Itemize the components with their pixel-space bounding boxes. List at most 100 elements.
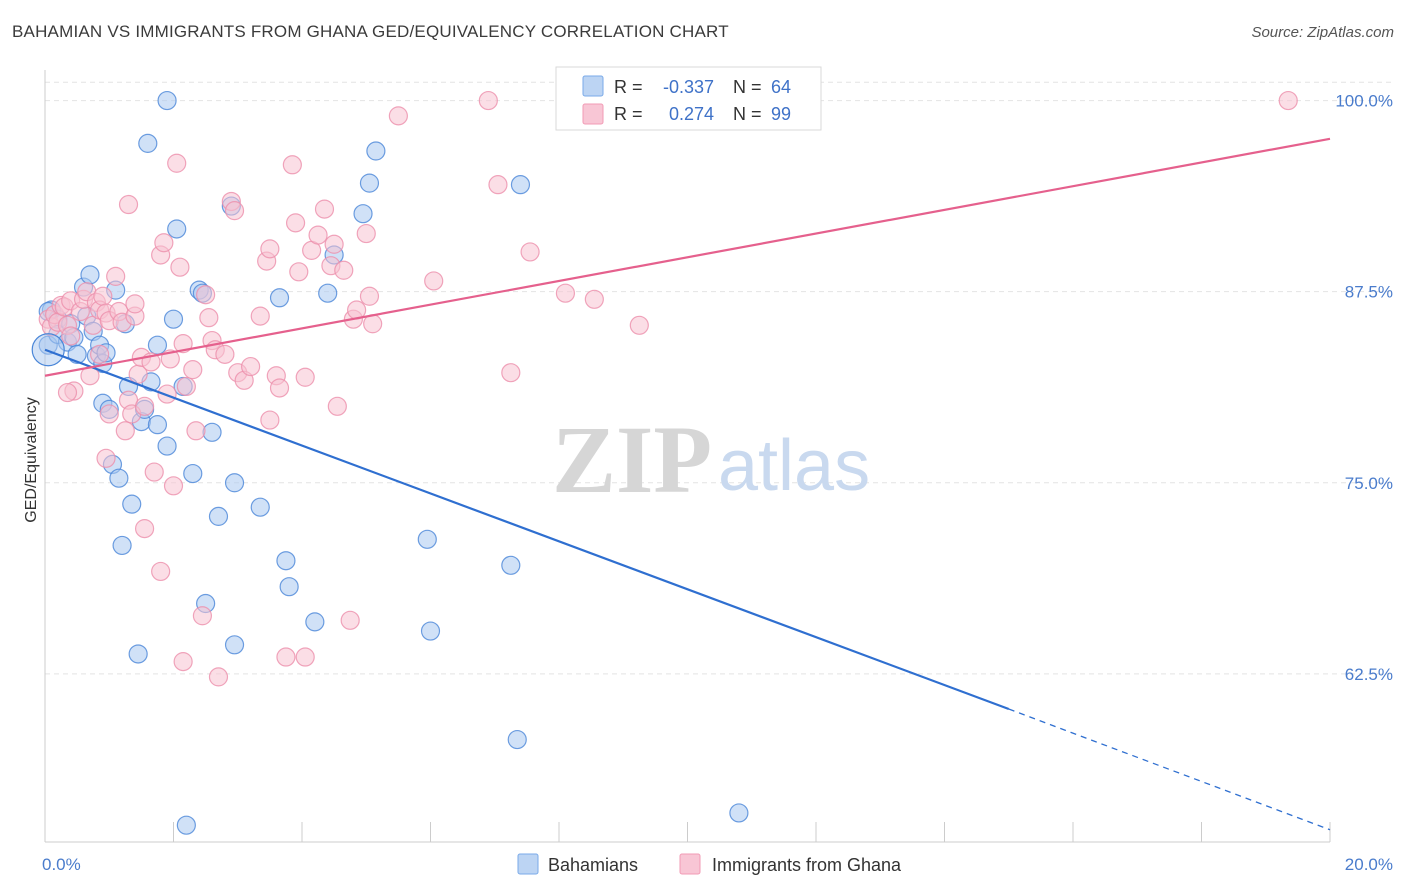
y-tick-label: 75.0% <box>1345 474 1393 493</box>
legend: R = -0.337 N = 64 R = 0.274 N = 99 <box>555 66 822 131</box>
legend-r-label: R = <box>614 77 643 97</box>
point-bahamians <box>305 612 325 632</box>
point-ghana <box>241 356 261 377</box>
point-ghana <box>289 262 309 282</box>
point-ghana <box>276 647 296 667</box>
legend-swatch-ghana <box>582 103 604 125</box>
point-ghana <box>584 289 604 309</box>
point-ghana <box>208 667 229 687</box>
point-bahamians <box>138 133 158 153</box>
legend-n-value-bahamians: 64 <box>771 77 791 97</box>
chart-title: BAHAMIAN VS IMMIGRANTS FROM GHANA GED/EQ… <box>12 22 729 41</box>
point-bahamians <box>31 333 65 367</box>
point-ghana <box>424 271 444 291</box>
watermark: ZIP atlas <box>552 406 870 513</box>
y-tick-label: 100.0% <box>1335 92 1393 111</box>
point-bahamians <box>359 173 380 193</box>
point-ghana <box>327 396 347 416</box>
watermark-zip: ZIP <box>552 406 712 513</box>
point-bahamians <box>510 175 531 195</box>
point-bahamians <box>420 621 441 641</box>
point-bahamians <box>417 529 437 549</box>
point-ghana <box>183 360 203 380</box>
trend-line-bahamians <box>44 348 1010 711</box>
bottom-legend-label-bahamians: Bahamians <box>548 855 638 875</box>
point-ghana <box>324 234 344 254</box>
point-ghana <box>163 476 184 496</box>
point-bahamians <box>366 141 386 161</box>
trend-line-bahamians-projection <box>1008 708 1331 831</box>
point-ghana <box>192 606 213 626</box>
point-bahamians <box>202 422 222 442</box>
point-ghana <box>340 610 360 630</box>
y-tick-label: 62.5% <box>1345 665 1393 684</box>
point-ghana <box>61 326 81 346</box>
point-bahamians <box>163 309 184 329</box>
legend-n-value-ghana: 99 <box>771 104 791 124</box>
legend-n-label: N = <box>733 77 762 97</box>
point-ghana <box>93 286 113 306</box>
point-bahamians <box>729 803 749 823</box>
x-tick-labels: 0.0% 20.0% <box>42 855 1393 874</box>
point-bahamians <box>269 288 290 308</box>
y-tick-label: 87.5% <box>1345 283 1393 302</box>
point-bahamians <box>176 815 196 835</box>
point-ghana <box>186 421 206 441</box>
point-bahamians <box>507 729 527 750</box>
bottom-legend-label-ghana: Immigrants from Ghana <box>712 855 902 875</box>
point-ghana <box>224 201 245 221</box>
point-bahamians <box>279 577 299 597</box>
point-bahamians <box>109 468 129 488</box>
legend-r-value-ghana: 0.274 <box>669 104 714 124</box>
point-bahamians <box>276 551 296 571</box>
point-ghana <box>388 106 408 126</box>
point-bahamians <box>157 90 177 111</box>
point-ghana <box>151 561 171 582</box>
point-ghana <box>282 155 302 175</box>
point-ghana <box>1278 90 1298 111</box>
point-ghana <box>57 382 78 403</box>
point-ghana <box>144 462 164 482</box>
point-ghana <box>167 153 187 173</box>
point-bahamians <box>112 535 132 556</box>
legend-r-label: R = <box>614 104 643 124</box>
point-ghana <box>260 410 280 430</box>
legend-swatch-bahamians <box>582 75 604 97</box>
point-ghana <box>555 283 576 303</box>
point-bahamians <box>67 344 87 364</box>
point-ghana <box>260 239 280 259</box>
point-ghana <box>176 376 196 397</box>
point-ghana <box>154 233 174 253</box>
point-ghana <box>125 294 145 314</box>
legend-r-value-bahamians: -0.337 <box>663 77 714 97</box>
watermark-atlas: atlas <box>718 426 870 506</box>
point-ghana <box>520 242 540 262</box>
point-ghana <box>170 257 190 277</box>
point-bahamians <box>183 463 203 484</box>
point-bahamians <box>122 494 142 514</box>
point-ghana <box>115 421 135 441</box>
point-ghana <box>501 363 521 383</box>
chart-source: Source: ZipAtlas.com <box>1251 24 1394 41</box>
point-bahamians <box>501 555 521 575</box>
point-ghana <box>269 378 290 398</box>
x-tick-label: 0.0% <box>42 855 81 874</box>
legend-n-label: N = <box>733 104 762 124</box>
point-ghana <box>173 652 193 672</box>
point-bahamians <box>353 204 373 224</box>
point-ghana <box>295 647 315 667</box>
point-ghana <box>90 344 110 364</box>
point-ghana <box>118 194 139 215</box>
x-tick-label: 20.0% <box>1345 855 1393 874</box>
point-ghana <box>285 213 306 233</box>
point-ghana <box>314 199 335 219</box>
point-ghana <box>334 260 354 280</box>
point-ghana <box>134 519 155 539</box>
y-axis-title: GED/Equivalency <box>23 397 40 522</box>
y-tick-labels: 100.0% 87.5% 75.0% 62.5% <box>1335 92 1393 684</box>
point-ghana <box>488 175 508 195</box>
point-ghana <box>250 306 270 326</box>
trend-lines <box>44 137 1331 831</box>
point-bahamians <box>80 265 100 285</box>
